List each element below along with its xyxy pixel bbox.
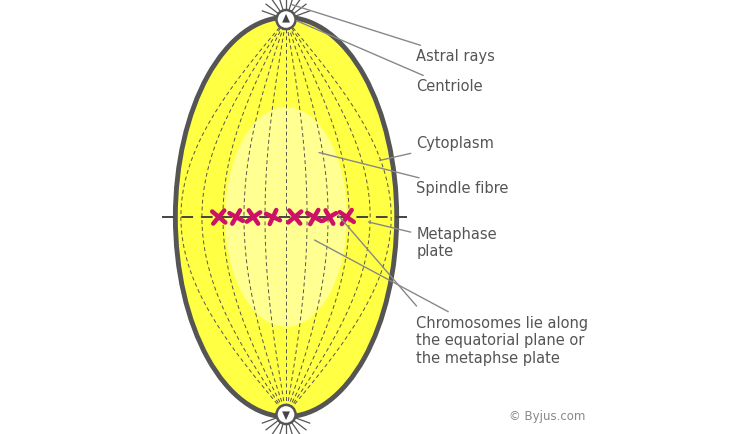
Text: Spindle fibre: Spindle fibre [319,153,509,196]
Text: Astral rays: Astral rays [291,4,495,64]
Text: Metaphase
plate: Metaphase plate [368,222,496,259]
Ellipse shape [225,107,347,327]
Polygon shape [282,14,290,23]
Text: Cytoplasm: Cytoplasm [380,136,494,161]
Ellipse shape [176,17,397,417]
Text: Centriole: Centriole [296,21,483,94]
Text: Chromosomes lie along
the equatorial plane or
the metaphse plate: Chromosomes lie along the equatorial pla… [314,240,588,365]
Circle shape [277,10,296,29]
Text: © Byjus.com: © Byjus.com [509,410,586,423]
Polygon shape [282,411,290,420]
Circle shape [277,405,296,424]
